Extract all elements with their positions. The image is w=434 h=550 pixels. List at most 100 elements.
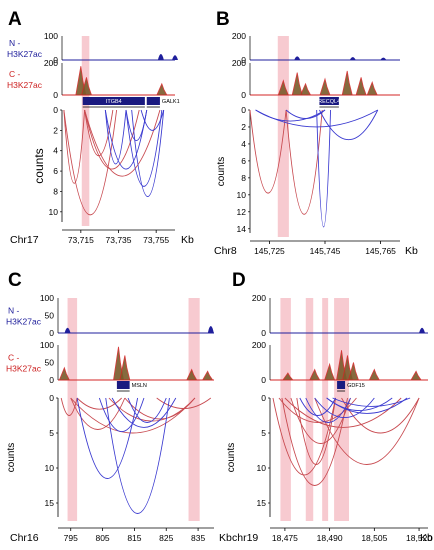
- loop-arc: [64, 110, 85, 183]
- x-tick-label: 73,715: [68, 235, 94, 245]
- n-track-label: N -: [8, 306, 20, 316]
- n-track-tick-label: 200: [252, 293, 266, 303]
- x-tick-label: 145,745: [310, 246, 341, 256]
- n-track-tick-label: 100: [44, 31, 58, 41]
- c-track-peak: [292, 73, 302, 95]
- c-track-tick-label: 0: [241, 90, 246, 100]
- n-track-peak: [419, 328, 425, 333]
- unit-label: Kb: [181, 234, 194, 246]
- arc-y-label: counts: [6, 443, 17, 472]
- arc-y-tick-label: 10: [237, 190, 247, 200]
- arc-y-tick-label: 2: [241, 122, 246, 132]
- arc-y-tick-label: 14: [237, 224, 247, 234]
- x-tick-label: 73,755: [143, 235, 169, 245]
- panel-letter: C: [8, 270, 22, 291]
- n-track-label-mark: H3K27ac: [6, 317, 42, 327]
- loop-arc: [317, 110, 331, 227]
- panel-d: D 200 0 200 0 GDF15 0 5 10 15 counts 18,475 18,490 18…: [226, 270, 433, 544]
- x-tick-label: 815: [127, 533, 141, 543]
- arc-y-label: counts: [226, 443, 237, 472]
- chromosome-label: Chr17: [10, 234, 39, 246]
- c-track-peak: [157, 84, 167, 95]
- x-tick-label: 145,725: [254, 246, 285, 256]
- unit-label: Kb: [405, 245, 418, 257]
- arc-y-label: counts: [216, 157, 227, 186]
- unit-label: Kb: [219, 532, 232, 544]
- n-track-tick-label: 100: [40, 293, 54, 303]
- arc-y-tick-label: 0: [241, 105, 246, 115]
- n-track-peak: [172, 55, 178, 60]
- c-track-peak: [367, 82, 377, 95]
- gene-box: [337, 381, 345, 389]
- gene-label: RECQL4: [318, 99, 340, 105]
- panel-b: B20002000RECQL402468101214counts145,725 1…: [214, 9, 418, 257]
- x-tick-label: 145,765: [365, 246, 396, 256]
- n-track-tick-label: 0: [49, 328, 54, 338]
- c-track-peak: [411, 371, 421, 380]
- chromosome-label: Chr16: [10, 532, 39, 544]
- panel-letter: B: [216, 9, 230, 30]
- x-tick-label: 805: [95, 533, 109, 543]
- c-track-label: C -: [8, 353, 20, 363]
- c-track-tick-label: 200: [232, 58, 246, 68]
- arc-y-tick-label: 4: [241, 139, 246, 149]
- c-track-tick-label: 0: [53, 90, 58, 100]
- c-track-label: C -: [9, 69, 21, 79]
- loop-arc: [71, 398, 195, 433]
- n-track-peak: [380, 58, 386, 60]
- gene-label: ITGB4: [106, 99, 122, 105]
- panel-letter: D: [232, 270, 246, 291]
- arc-y-label: counts: [32, 148, 46, 183]
- n-track-peak: [294, 56, 300, 60]
- c-track-peak: [301, 84, 311, 95]
- panel-letter: A: [8, 9, 22, 30]
- x-tick-label: 795: [64, 533, 78, 543]
- gene-box: [117, 381, 130, 389]
- c-track-label-mark: H3K27ac: [7, 80, 43, 90]
- loop-arc: [256, 110, 325, 121]
- arc-y-tick-label: 15: [257, 498, 267, 508]
- unit-label: Kb: [420, 532, 433, 544]
- highlight-region: [189, 298, 200, 521]
- loop-arc: [157, 398, 211, 409]
- c-track-peak: [369, 370, 379, 381]
- c-track-peak: [356, 77, 366, 95]
- n-track-peak: [158, 54, 164, 60]
- c-track-peak: [203, 371, 213, 380]
- c-track-tick-label: 50: [45, 358, 55, 368]
- arc-y-tick-label: 4: [53, 146, 58, 156]
- n-track-tick-label: 0: [261, 328, 266, 338]
- arc-y-tick-label: 10: [49, 207, 59, 217]
- arc-y-tick-label: 5: [49, 428, 54, 438]
- chromosome-label: chr19: [232, 532, 258, 544]
- x-tick-label: 825: [159, 533, 173, 543]
- c-track-tick-label: 200: [252, 340, 266, 350]
- gene-label: GALK1: [162, 99, 180, 105]
- c-track-peak: [342, 71, 352, 95]
- arc-y-tick-label: 12: [237, 207, 247, 217]
- arc-y-tick-label: 6: [53, 166, 58, 176]
- n-track-label-mark: H3K27ac: [7, 49, 43, 59]
- c-track-label-mark: H3K27ac: [6, 364, 42, 374]
- arc-y-tick-label: 2: [53, 125, 58, 135]
- c-track-tick-label: 0: [49, 375, 54, 385]
- arc-y-tick-label: 15: [45, 498, 55, 508]
- x-tick-label: 18,505: [361, 533, 387, 543]
- loop-arc: [286, 110, 325, 118]
- arc-y-tick-label: 8: [241, 173, 246, 183]
- arc-y-tick-label: 10: [45, 463, 55, 473]
- arc-y-tick-label: 0: [49, 393, 54, 403]
- x-tick-label: 73,735: [106, 235, 132, 245]
- arc-y-tick-label: 10: [257, 463, 267, 473]
- arc-y-tick-label: 5: [261, 428, 266, 438]
- c-track-peak: [320, 79, 330, 95]
- gene-label: MSLN: [132, 383, 147, 389]
- n-track-label: N -: [9, 38, 21, 48]
- arc-y-tick-label: 6: [241, 156, 246, 166]
- loop-arc: [315, 398, 419, 465]
- x-tick-label: 835: [191, 533, 205, 543]
- arc-y-tick-label: 0: [261, 393, 266, 403]
